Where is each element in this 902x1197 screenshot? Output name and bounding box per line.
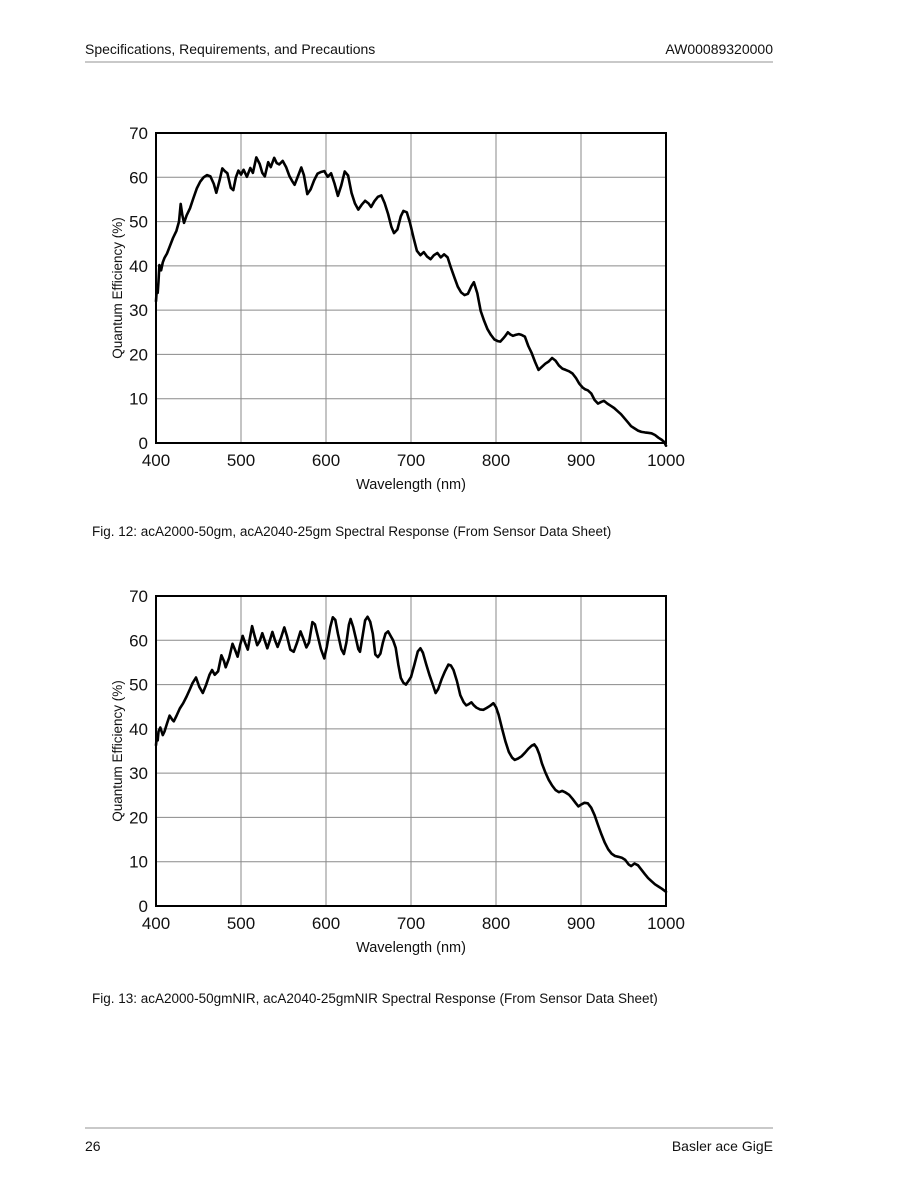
y-tick-label: 0 xyxy=(139,434,148,453)
header-rule xyxy=(85,61,773,63)
x-tick-label: 400 xyxy=(142,914,170,933)
y-tick-label: 70 xyxy=(129,587,148,606)
y-axis-title: Quantum Efficiency (%) xyxy=(110,217,125,359)
x-tick-label: 800 xyxy=(482,451,510,470)
y-tick-label: 50 xyxy=(129,213,148,232)
x-tick-label: 1000 xyxy=(647,914,685,933)
header-section-title: Specifications, Requirements, and Precau… xyxy=(85,41,376,57)
y-tick-label: 60 xyxy=(129,631,148,650)
x-tick-label: 800 xyxy=(482,914,510,933)
x-tick-label: 700 xyxy=(397,451,425,470)
spectral-response-chart-fig13: 0 10 20 30 40 50 60 70 400 500 600 700 800 900 1000 Wav… xyxy=(86,584,690,964)
x-tick-label: 500 xyxy=(227,451,255,470)
y-tick-label: 0 xyxy=(139,897,148,916)
x-tick-label: 900 xyxy=(567,451,595,470)
response-curve xyxy=(154,156,668,447)
axis-border xyxy=(155,595,667,907)
spectral-response-chart-fig12: 0 10 20 30 40 50 60 70 400 500 600 700 800 900 1000 Wav… xyxy=(86,121,690,501)
x-tick-label: 900 xyxy=(567,914,595,933)
header-document-number: AW00089320000 xyxy=(665,41,773,57)
y-tick-label: 50 xyxy=(129,676,148,695)
x-axis-title: Wavelength (nm) xyxy=(356,940,466,956)
plot-area-fig13: 0 10 20 30 40 50 60 70 400 500 600 700 800 900 1000 Wav… xyxy=(110,587,685,956)
x-tick-label: 400 xyxy=(142,451,170,470)
x-tick-label: 600 xyxy=(312,914,340,933)
figure-caption-fig12: Fig. 12: acA2000-50gm, acA2040-25gm Spec… xyxy=(92,524,612,539)
x-axis-title: Wavelength (nm) xyxy=(356,477,466,493)
footer-page-number: 26 xyxy=(85,1138,101,1154)
plot-area-fig12: 0 10 20 30 40 50 60 70 400 500 600 700 800 900 1000 Wav… xyxy=(110,124,685,493)
y-axis-title: Quantum Efficiency (%) xyxy=(110,680,125,822)
y-tick-label: 20 xyxy=(129,808,148,827)
footer-product-name: Basler ace GigE xyxy=(671,1138,773,1154)
footer-rule xyxy=(85,1127,773,1129)
x-tick-label: 700 xyxy=(397,914,425,933)
y-tick-label: 10 xyxy=(129,390,148,409)
x-tick-label: 500 xyxy=(227,914,255,933)
y-tick-label: 40 xyxy=(129,257,148,276)
y-tick-label: 30 xyxy=(129,301,148,320)
y-tick-label: 20 xyxy=(129,345,148,364)
y-tick-label: 40 xyxy=(129,720,148,739)
figure-caption-fig13: Fig. 13: acA2000-50gmNIR, acA2040-25gmNI… xyxy=(92,991,658,1006)
response-curve xyxy=(154,615,668,894)
y-tick-label: 10 xyxy=(129,853,148,872)
x-tick-label: 1000 xyxy=(647,451,685,470)
y-tick-label: 70 xyxy=(129,124,148,143)
x-tick-label: 600 xyxy=(312,451,340,470)
y-tick-label: 60 xyxy=(129,168,148,187)
y-tick-label: 30 xyxy=(129,764,148,783)
